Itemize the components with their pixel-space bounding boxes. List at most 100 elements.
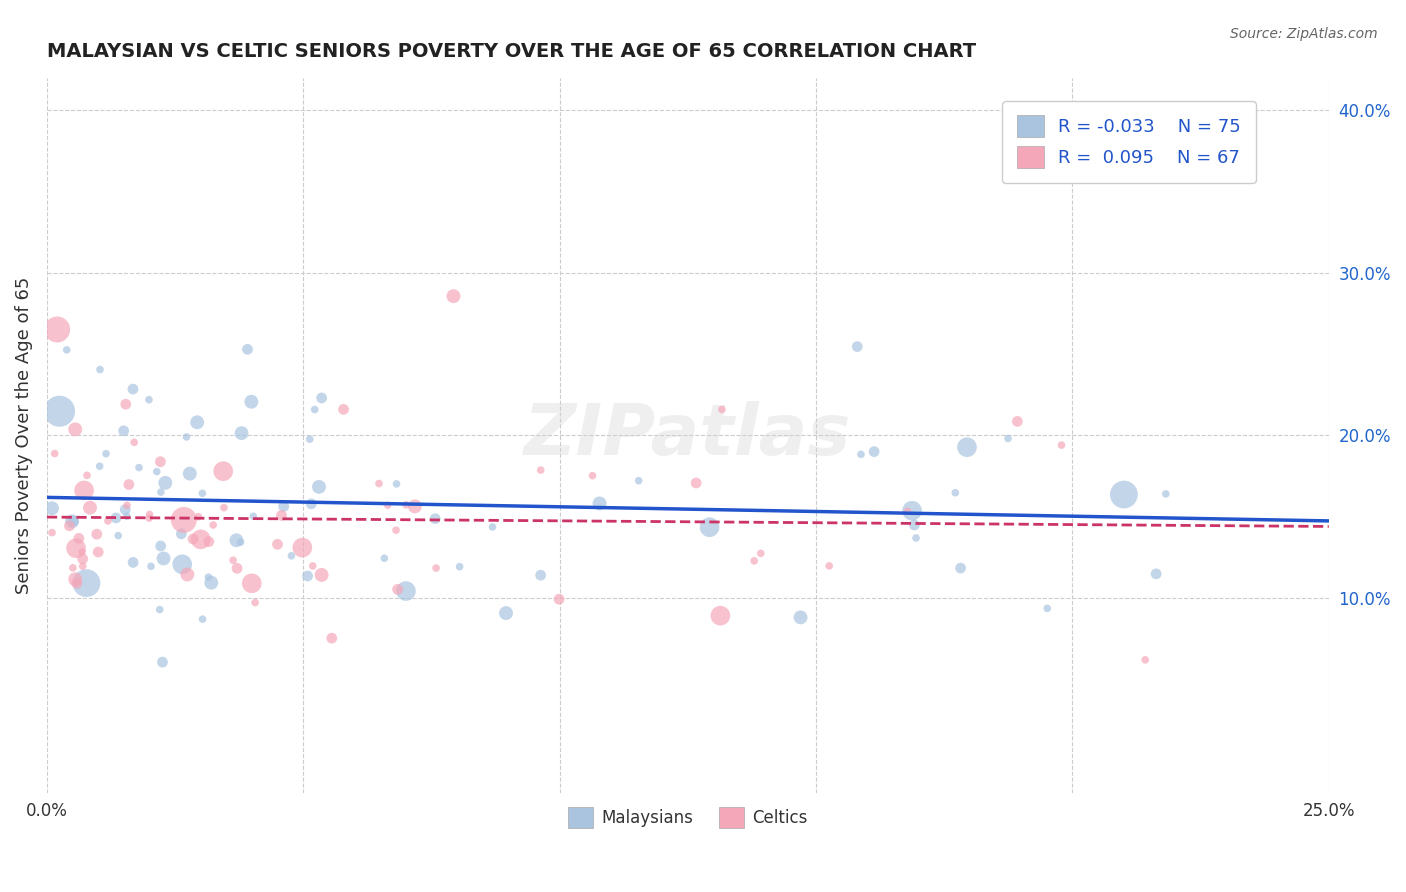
- Point: [115, 499, 138, 513]
- Point: [956, 440, 979, 454]
- Point: [943, 485, 966, 500]
- Point: [901, 504, 924, 518]
- Point: [1007, 414, 1029, 428]
- Point: [321, 631, 343, 645]
- Point: [1112, 487, 1135, 501]
- Point: [118, 477, 141, 491]
- Point: [187, 509, 209, 524]
- Point: [1135, 653, 1157, 667]
- Point: [107, 528, 129, 542]
- Point: [152, 551, 174, 566]
- Point: [395, 498, 418, 512]
- Point: [243, 596, 266, 610]
- Point: [425, 561, 447, 575]
- Point: [173, 513, 195, 527]
- Point: [404, 500, 426, 514]
- Point: [377, 498, 399, 512]
- Point: [212, 500, 235, 515]
- Point: [903, 518, 925, 533]
- Point: [197, 570, 219, 584]
- Point: [94, 447, 117, 461]
- Point: [818, 558, 841, 573]
- Point: [332, 402, 354, 417]
- Point: [179, 467, 201, 481]
- Point: [190, 533, 212, 547]
- Point: [197, 534, 219, 549]
- Point: [152, 655, 174, 669]
- Point: [226, 561, 249, 575]
- Point: [443, 289, 465, 303]
- Point: [548, 592, 571, 607]
- Point: [202, 518, 225, 533]
- Point: [298, 432, 321, 446]
- Point: [1050, 438, 1073, 452]
- Point: [75, 576, 97, 591]
- Point: [112, 424, 135, 438]
- Point: [191, 612, 214, 626]
- Point: [236, 343, 259, 357]
- Point: [395, 584, 418, 599]
- Point: [846, 340, 869, 354]
- Point: [710, 402, 733, 417]
- Point: [181, 532, 204, 546]
- Point: [138, 511, 160, 525]
- Point: [270, 508, 292, 523]
- Point: [387, 582, 409, 597]
- Point: [627, 474, 650, 488]
- Point: [176, 430, 198, 444]
- Point: [89, 362, 111, 376]
- Point: [62, 514, 84, 528]
- Point: [530, 463, 553, 477]
- Point: [87, 545, 110, 559]
- Point: [139, 559, 162, 574]
- Point: [67, 532, 90, 546]
- Point: [89, 459, 111, 474]
- Y-axis label: Seniors Poverty Over the Age of 65: Seniors Poverty Over the Age of 65: [15, 277, 32, 594]
- Point: [72, 552, 94, 566]
- Point: [55, 343, 77, 357]
- Point: [297, 569, 319, 583]
- Point: [481, 520, 503, 534]
- Point: [849, 447, 872, 461]
- Legend: Malaysians, Celtics: Malaysians, Celtics: [562, 801, 814, 834]
- Point: [242, 509, 264, 524]
- Point: [65, 572, 87, 586]
- Point: [291, 541, 314, 555]
- Point: [86, 527, 108, 541]
- Point: [449, 559, 471, 574]
- Point: [79, 500, 101, 515]
- Point: [905, 531, 928, 545]
- Point: [122, 556, 145, 570]
- Point: [304, 402, 326, 417]
- Point: [685, 475, 707, 490]
- Point: [709, 608, 731, 623]
- Point: [789, 610, 811, 624]
- Text: ZIPatlas: ZIPatlas: [524, 401, 852, 469]
- Point: [105, 511, 128, 525]
- Point: [70, 545, 93, 559]
- Point: [368, 476, 391, 491]
- Point: [58, 519, 80, 533]
- Point: [699, 520, 721, 534]
- Point: [48, 404, 70, 418]
- Point: [122, 435, 145, 450]
- Point: [46, 322, 69, 336]
- Point: [138, 392, 160, 407]
- Point: [76, 468, 98, 483]
- Point: [72, 559, 94, 574]
- Point: [66, 576, 89, 591]
- Point: [186, 415, 208, 429]
- Point: [896, 504, 918, 518]
- Text: MALAYSIAN VS CELTIC SENIORS POVERTY OVER THE AGE OF 65 CORRELATION CHART: MALAYSIAN VS CELTIC SENIORS POVERTY OVER…: [46, 42, 976, 61]
- Point: [115, 509, 138, 524]
- Point: [149, 485, 172, 500]
- Point: [273, 500, 295, 514]
- Point: [530, 568, 553, 582]
- Point: [149, 539, 172, 553]
- Point: [749, 546, 772, 560]
- Point: [373, 551, 395, 566]
- Point: [149, 455, 172, 469]
- Point: [172, 558, 194, 572]
- Point: [863, 444, 886, 458]
- Point: [311, 391, 333, 405]
